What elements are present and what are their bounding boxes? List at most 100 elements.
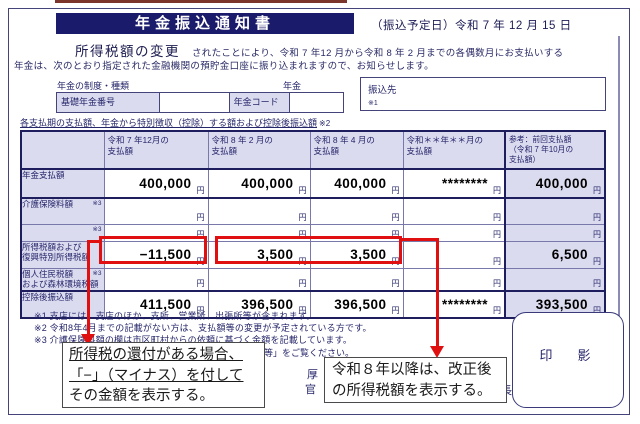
- amount-value: 411,500: [139, 297, 192, 313]
- amount-value: 400,000: [334, 176, 387, 192]
- amount-value: 396,500: [334, 297, 387, 313]
- hidden-text-fragment: 厚: [307, 369, 318, 381]
- amount-cell: 411,500 円: [103, 290, 209, 320]
- basic-number-label: 基礎年金番号: [56, 92, 160, 113]
- amount-value: ********: [441, 176, 488, 192]
- amount-value: −11,500: [139, 247, 192, 263]
- row-label: ※3: [20, 223, 105, 242]
- pension-system-label: 年金の制度・種類: [57, 81, 130, 91]
- seal-box: 印 影: [512, 312, 624, 408]
- yen-suffix: 円: [196, 212, 205, 222]
- payment-table: 令和 7 年12月の 支払額 令和 8 年 2 月の 支払額 令和 8 年 4 月の…: [20, 130, 606, 320]
- row-label-text: 年金支払額: [22, 170, 65, 181]
- amount-value: 6,500: [551, 247, 588, 263]
- amount-value: ********: [441, 297, 488, 313]
- payee-note-mark: ※1: [368, 100, 378, 107]
- table-row: 個人住民税額 および森林環境税額 ※3 円 円 円 円 円: [20, 267, 606, 292]
- table-section-title-text: 各支払期の支払額、年金から特別徴収（控除）する額および控除後振込額: [20, 118, 318, 128]
- intro-line1: されたことにより、令和 7 年12 月から令和 8 年 2 月までの各偶数月にお…: [192, 48, 564, 59]
- amount-cell: 円: [504, 197, 606, 225]
- transfer-date: （振込予定日）令和 7 年 12 月 15 日: [371, 20, 572, 32]
- right-connector-horizontal: [402, 238, 439, 241]
- amount-cell: 400,000 円: [207, 168, 311, 200]
- row-note-mark: ※3: [92, 225, 102, 233]
- highlight-box-minus-amount: [99, 236, 207, 264]
- pension-code-label: 年金コード: [228, 92, 291, 113]
- row-label: 控除後振込額: [20, 290, 105, 320]
- table-row: 介護保険料額 ※3 円 円 円 円 円: [20, 197, 606, 225]
- footnote-2: ※2 令和8年4月までの記載がない方は、支払額等の変更が予定されている方です。: [34, 323, 372, 334]
- payee-label: 振込先: [368, 85, 397, 96]
- pension-number-row: 基礎年金番号 年金コード: [56, 92, 345, 113]
- amount-value: 400,000: [139, 176, 192, 192]
- revision-callout-line2: の所得税額を表示する。: [332, 382, 492, 399]
- amount-cell: 400,000 円: [504, 168, 606, 200]
- highlight-box-new-amounts: [215, 236, 402, 264]
- amount-value: 3,500: [257, 247, 294, 263]
- amount-value: 3,500: [350, 247, 387, 263]
- corner-cell: [20, 130, 105, 170]
- amount-cell: 円: [309, 267, 404, 292]
- right-connector-vertical: [436, 238, 439, 348]
- amount-cell: 円: [504, 223, 606, 242]
- yen-suffix: 円: [593, 212, 601, 222]
- yen-suffix: 円: [493, 229, 501, 239]
- refund-callout: 所得税の還付がある場合、 「−」（マイナス）を付して その金額を表示する。: [62, 342, 265, 408]
- pension-label: 年金: [283, 81, 302, 91]
- column-header: 令和 7 年12月の 支払額: [103, 130, 209, 170]
- change-reason-text: 所得税額の変更: [75, 44, 180, 59]
- table-row: 年金支払額 400,000 円 400,000 円 400,000 円 ******** 円 40…: [20, 168, 606, 200]
- footnote-1: ※1 支店には、支店のほか、支所、営業所、出張所等が含まれます。: [34, 311, 316, 321]
- yen-suffix: 円: [593, 229, 601, 239]
- amount-cell: 円: [402, 223, 506, 242]
- row-label: 介護保険料額 ※3: [20, 197, 105, 225]
- row-label: 所得税額および 復興特別所得税額: [20, 240, 105, 269]
- hidden-text-fragment: 官: [305, 384, 316, 396]
- yen-suffix: 円: [196, 306, 205, 316]
- left-connector-horizontal: [88, 240, 101, 243]
- yen-suffix: 円: [298, 212, 307, 222]
- amount-cell: 円: [103, 197, 209, 225]
- row-label: 年金支払額: [20, 168, 105, 200]
- row-note-mark: ※3: [92, 269, 102, 277]
- amount-value: 396,500: [241, 297, 294, 313]
- refund-callout-line1: 所得税の還付がある場合、: [69, 347, 243, 363]
- yen-suffix: 円: [391, 186, 400, 196]
- amount-value: 400,000: [241, 176, 294, 192]
- table-section-title: 各支払期の支払額、年金から特別徴収（控除）する額および控除後振込額 ※2: [20, 116, 330, 129]
- amount-cell: 円: [402, 197, 506, 225]
- yen-suffix: 円: [196, 229, 205, 239]
- revision-callout: 令和８年以降は、改正後 の所得税額を表示する。: [324, 357, 507, 403]
- amount-cell: 396,500 円: [309, 290, 404, 320]
- row-label-text: 介護保険料額: [22, 199, 74, 210]
- column-header: 令和 8 年 2 月の 支払額: [207, 130, 311, 170]
- right-arrow-icon: [430, 346, 444, 358]
- footnote-3: ※3 介護保険料額の欄は市区町村からの依頼に基づく金額を記載しています。: [34, 335, 353, 346]
- amount-cell: 円: [402, 267, 506, 292]
- yen-suffix: 円: [196, 279, 205, 289]
- yen-suffix: 円: [493, 279, 501, 289]
- payee-box: 振込先 ※1: [360, 77, 606, 111]
- yen-suffix: 円: [298, 186, 307, 196]
- cropped-top-strip: [55, 0, 347, 3]
- yen-suffix: 円: [593, 186, 601, 196]
- yen-suffix: 円: [298, 306, 307, 316]
- header-row: 令和 7 年12月の 支払額 令和 8 年 2 月の 支払額 令和 8 年 4 月の…: [20, 130, 606, 170]
- yen-suffix: 円: [298, 279, 307, 289]
- yen-suffix: 円: [298, 229, 307, 239]
- amount-cell: 円: [504, 267, 606, 292]
- table-row: 所得税額および 復興特別所得税額 −11,500 円 3,500 円 3,500 円円 6,5…: [20, 240, 606, 269]
- yen-suffix: 円: [493, 186, 501, 196]
- yen-suffix: 円: [593, 306, 601, 316]
- amount-cell: 円: [103, 267, 209, 292]
- row-label-text: 控除後振込額: [22, 292, 74, 303]
- column-header: 参考：前回支払額 （令和 7 年10月の 支払額）: [504, 130, 606, 170]
- refund-callout-line2: 「−」（マイナス）を付して: [69, 367, 244, 384]
- left-connector-vertical: [87, 240, 90, 336]
- amount-cell: ******** 円: [402, 290, 506, 320]
- row-note-mark: ※3: [92, 200, 102, 208]
- yen-suffix: 円: [593, 279, 601, 289]
- amount-value: 393,500: [535, 297, 588, 313]
- column-header: 令和＊＊年＊＊月の 支払額: [402, 130, 506, 170]
